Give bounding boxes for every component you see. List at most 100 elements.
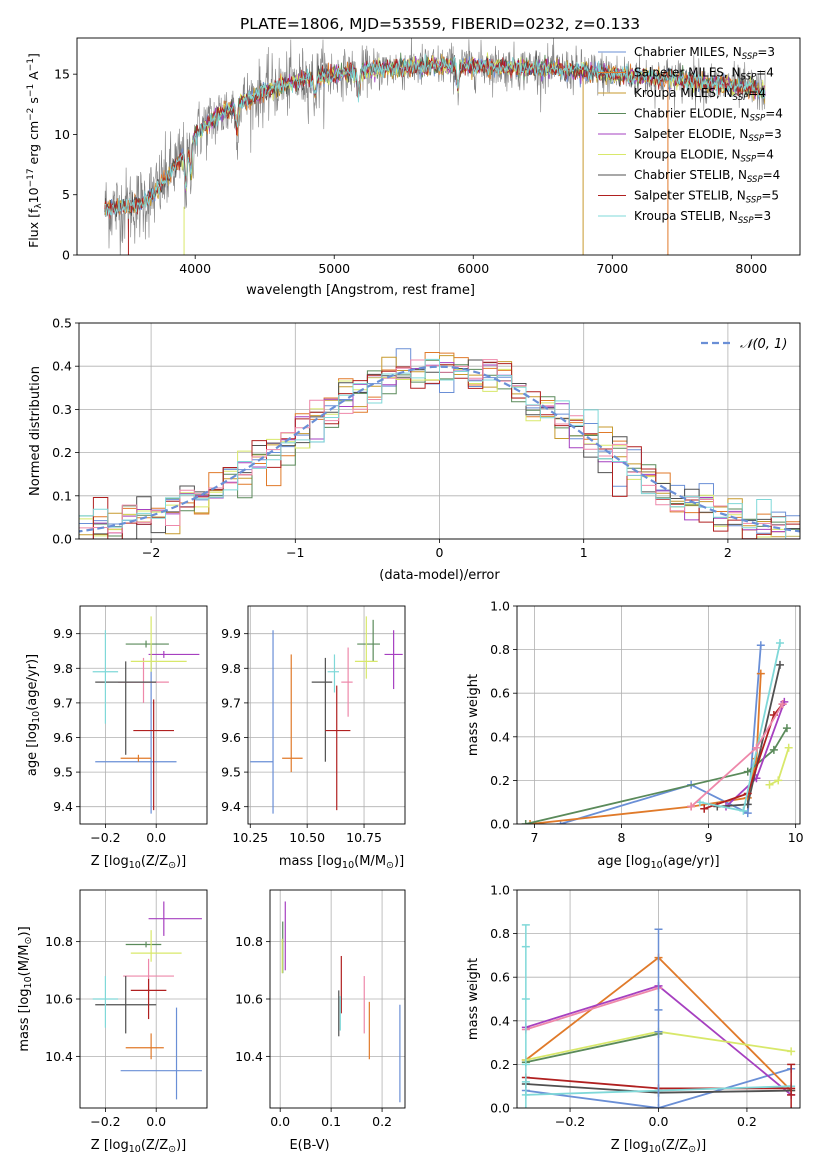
y-tick-label: 0.6 [490, 686, 510, 701]
x-axis-label-part: Z [146, 1138, 155, 1153]
y-axis-label-part: λ [34, 203, 44, 209]
spectrum-lines [104, 38, 766, 255]
x-tick-label: 0.0 [270, 1114, 290, 1129]
x-axis-label-part: ⊙ [168, 1144, 176, 1155]
x-axis-label-part: / [155, 854, 160, 869]
mass-vs-metallicity-panel: −0.2 0.010.410.610.8Z [log10(Z/Z⊙)]mass [… [17, 889, 208, 1155]
x-tick-label: 2 [724, 545, 732, 560]
y-axis-label-part: ] [26, 53, 41, 58]
x-axis-label-part: Z [log [91, 854, 129, 869]
x-axis-label-part: / [155, 1138, 160, 1153]
legend-label-sub: SSP [742, 52, 758, 62]
x-axis-label-part: )] [709, 854, 719, 869]
x-axis-label-part: ⊙ [168, 860, 176, 871]
legend-label: Kroupa ELODIE, NSSP=4 [634, 148, 774, 165]
y-axis-label-part: M [17, 960, 32, 971]
legend-label-sub: SSP [746, 196, 762, 206]
mass-weight-marker [775, 639, 784, 648]
axes-frame [78, 322, 801, 540]
x-axis-label-part: )] [394, 854, 404, 869]
x-axis-label-part: 10 [129, 860, 141, 871]
x-axis-label-part: Z [159, 1138, 168, 1153]
legend-label-tail: =4 [765, 107, 783, 121]
y-tick-label: 15 [54, 67, 70, 82]
x-tick-label: 0.2 [737, 1114, 757, 1129]
mass-weight-marker [756, 669, 765, 678]
legend-label-main: Chabrier STELIB, N [634, 168, 747, 182]
y-tick-label: 0.0 [490, 817, 510, 832]
legend-label-tail: =3 [754, 209, 772, 223]
y-axis-label-part: mass [log [17, 988, 32, 1051]
x-axis-label-part: Z [159, 854, 168, 869]
x-axis-label-part: 10 [342, 860, 354, 871]
histogram-step-line [79, 358, 800, 539]
y-axis-label-part: s [26, 97, 41, 108]
y-tick-label: 0.0 [490, 1101, 510, 1116]
histogram-step-line [79, 359, 800, 539]
legend-label: Salpeter MILES, NSSP=4 [634, 66, 774, 83]
y-axis-label-part: −1 [26, 84, 36, 97]
y-axis-label: Normed distribution [28, 366, 43, 496]
y-tick-label: 9.8 [53, 661, 73, 676]
legend-label-main: Kroupa ELODIE, N [634, 148, 741, 162]
y-tick-label: 0.4 [52, 359, 72, 374]
y-tick-label: 9.8 [221, 661, 241, 676]
x-axis-label: Z [log10(Z/Z⊙)] [611, 1138, 706, 1155]
x-tick-label: 0.2 [372, 1114, 392, 1129]
x-axis-label-part: M [375, 854, 386, 869]
x-tick-label: 4000 [179, 261, 211, 276]
y-axis-label: Flux [fλ10−17 erg cm−2 s−1 A−1] [26, 53, 44, 248]
legend-label-tail: =4 [763, 168, 781, 182]
mass-weight-marker [769, 745, 778, 754]
x-axis-label-part: ( [141, 854, 146, 869]
y-tick-label: 0.3 [52, 402, 72, 417]
mass-weight-marker [743, 767, 752, 776]
model-spectrum-line [104, 53, 766, 217]
x-axis-label-part: Z [666, 1138, 675, 1153]
y-axis-label-part: age [25, 681, 40, 705]
y-axis-label: mass weight [466, 674, 481, 756]
y-axis-label-part: )] [17, 926, 32, 936]
mass-weight-line [525, 1067, 792, 1108]
x-axis-label-part: ( [354, 854, 359, 869]
legend-label-tail: =5 [761, 189, 779, 203]
mass-weight-line [525, 987, 659, 1031]
x-axis-label-part: yr [696, 854, 710, 869]
legend-label: Salpeter ELODIE, NSSP=3 [634, 127, 782, 144]
axes-frame [269, 889, 406, 1109]
y-tick-label: 10.4 [45, 1049, 73, 1064]
mass-weight-line [525, 1033, 659, 1064]
y-axis-label-part: ( [25, 706, 40, 711]
y-tick-label: 0.4 [490, 1013, 510, 1028]
x-axis-label-part: Z [679, 1138, 688, 1153]
y-axis-label-part: ( [17, 971, 32, 976]
y-tick-label: 5 [62, 187, 70, 202]
x-tick-label: 7000 [596, 261, 628, 276]
legend-label: Chabrier STELIB, NSSP=4 [634, 168, 780, 185]
axes-frame [76, 37, 801, 256]
x-tick-label: 1 [580, 545, 588, 560]
y-axis-label-part: A [26, 71, 41, 84]
y-axis-label-part: yr [25, 663, 40, 677]
x-tick-label: 0.0 [649, 1114, 669, 1129]
x-axis-label-part: M [359, 854, 370, 869]
y-tick-label: 0.2 [490, 1057, 510, 1072]
x-tick-label: 0.1 [321, 1114, 341, 1129]
mass-weight-marker [787, 1047, 796, 1056]
legend-label-tail: =3 [757, 45, 775, 59]
mass-weight-line [769, 747, 790, 786]
x-axis-label-part: Z [log [611, 1138, 649, 1153]
y-tick-label: 1.0 [490, 883, 510, 898]
error-bars [92, 616, 200, 814]
x-axis-label: E(B-V) [289, 1138, 329, 1153]
x-tick-label: 8000 [735, 261, 767, 276]
mass-weight-marker [765, 780, 774, 789]
y-axis-label-part: 10 [26, 187, 41, 203]
x-axis-label-part: ( [661, 1138, 666, 1153]
y-tick-label: 0.4 [490, 729, 510, 744]
legend-label-main: Chabrier ELODIE, N [634, 107, 750, 121]
mass-weight-marker [774, 776, 783, 785]
axes-frame [79, 605, 208, 825]
mass-weight-lines [521, 924, 796, 1108]
